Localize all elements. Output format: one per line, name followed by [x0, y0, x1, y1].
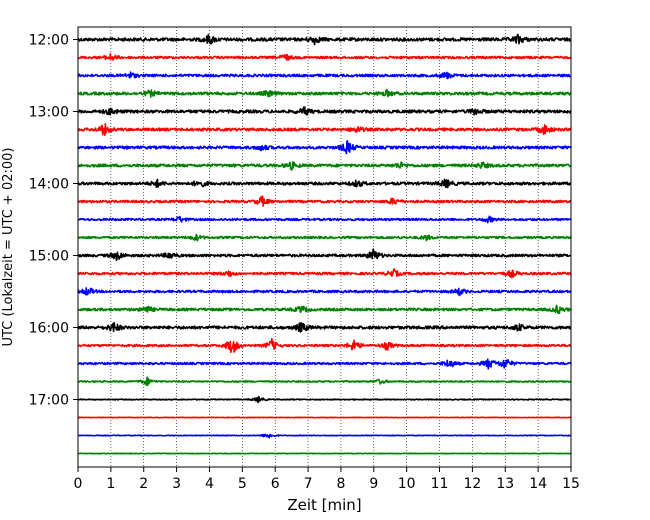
trace-1400	[77, 178, 572, 189]
trace-1315	[77, 122, 572, 137]
trace-1615	[77, 337, 572, 354]
x-tick-label: 9	[369, 476, 378, 492]
grid-lines	[110, 27, 539, 467]
x-tick-label: 15	[562, 476, 580, 492]
x-tick-label: 8	[336, 476, 345, 492]
plot-frame	[77, 26, 572, 468]
y-tick-label: 17:00	[29, 393, 69, 409]
x-tick-label: 0	[74, 476, 83, 492]
trace-1515	[77, 268, 572, 279]
x-tick-label: 2	[139, 476, 148, 492]
trace-1700	[77, 395, 572, 404]
y-tick-label: 14:00	[29, 177, 69, 193]
trace-1200	[77, 33, 572, 46]
x-tick-label: 4	[205, 476, 214, 492]
x-tick-label: 12	[463, 476, 481, 492]
y-tick-label: 13:00	[29, 105, 69, 121]
y-axis-ticks: 12:00 13:00 14:00 15:00 16:00 17:00	[29, 33, 78, 409]
x-tick-label: 10	[398, 476, 416, 492]
trace-1445	[77, 233, 572, 242]
trace-1715	[77, 416, 572, 419]
plot-area	[78, 27, 571, 467]
trace-1600	[77, 321, 572, 333]
seismogram-traces	[77, 33, 572, 455]
trace-1215	[77, 53, 572, 61]
y-axis-label: UTC (Lokalzeit = UTC + 02:00)	[1, 148, 16, 347]
trace-1345	[77, 161, 572, 171]
x-tick-label: 3	[172, 476, 181, 492]
y-tick-label: 15:00	[29, 249, 69, 265]
trace-1415	[77, 195, 572, 207]
y-tick-label: 12:00	[29, 33, 69, 49]
x-tick-label: 14	[529, 476, 547, 492]
trace-1730	[77, 433, 572, 439]
x-tick-label: 13	[496, 476, 514, 492]
x-axis-ticks: 0 1 2 3 4 5 6 7 8 9 10 11 12 13 14 15	[74, 467, 580, 492]
y-tick-label: 16:00	[29, 321, 69, 337]
trace-1330	[77, 140, 572, 155]
trace-1300	[77, 106, 572, 116]
x-axis-label: Zeit [min]	[287, 496, 361, 514]
x-tick-label: 7	[304, 476, 313, 492]
trace-1430	[77, 215, 572, 224]
x-tick-label: 6	[271, 476, 280, 492]
trace-1745	[77, 452, 572, 455]
trace-1530	[77, 287, 572, 297]
x-tick-label: 1	[106, 476, 115, 492]
trace-1230	[77, 71, 572, 80]
x-tick-label: 5	[238, 476, 247, 492]
trace-1545	[77, 304, 572, 315]
trace-1500	[77, 248, 572, 261]
x-tick-label: 11	[431, 476, 449, 492]
trace-1245	[77, 88, 572, 98]
trace-1630	[77, 358, 572, 370]
trace-1645	[77, 376, 572, 387]
